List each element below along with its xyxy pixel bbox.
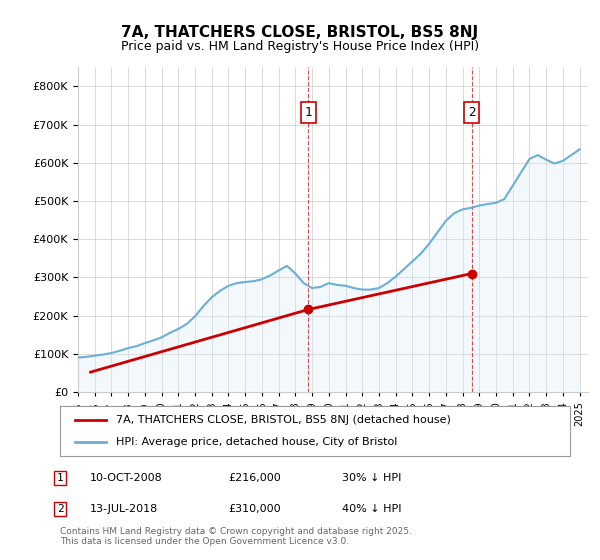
Text: 30% ↓ HPI: 30% ↓ HPI: [342, 473, 401, 483]
Text: 2: 2: [468, 106, 475, 119]
Text: 7A, THATCHERS CLOSE, BRISTOL, BS5 8NJ: 7A, THATCHERS CLOSE, BRISTOL, BS5 8NJ: [121, 25, 479, 40]
Text: 40% ↓ HPI: 40% ↓ HPI: [342, 504, 401, 514]
Text: 2: 2: [56, 504, 64, 514]
Text: 13-JUL-2018: 13-JUL-2018: [90, 504, 158, 514]
Text: HPI: Average price, detached house, City of Bristol: HPI: Average price, detached house, City…: [116, 437, 397, 447]
Text: £310,000: £310,000: [228, 504, 281, 514]
Text: 1: 1: [56, 473, 64, 483]
Text: 1: 1: [305, 106, 312, 119]
Text: Price paid vs. HM Land Registry's House Price Index (HPI): Price paid vs. HM Land Registry's House …: [121, 40, 479, 53]
Text: £216,000: £216,000: [228, 473, 281, 483]
Text: 10-OCT-2008: 10-OCT-2008: [90, 473, 163, 483]
Text: Contains HM Land Registry data © Crown copyright and database right 2025.
This d: Contains HM Land Registry data © Crown c…: [60, 526, 412, 546]
Text: 7A, THATCHERS CLOSE, BRISTOL, BS5 8NJ (detached house): 7A, THATCHERS CLOSE, BRISTOL, BS5 8NJ (d…: [116, 415, 451, 425]
